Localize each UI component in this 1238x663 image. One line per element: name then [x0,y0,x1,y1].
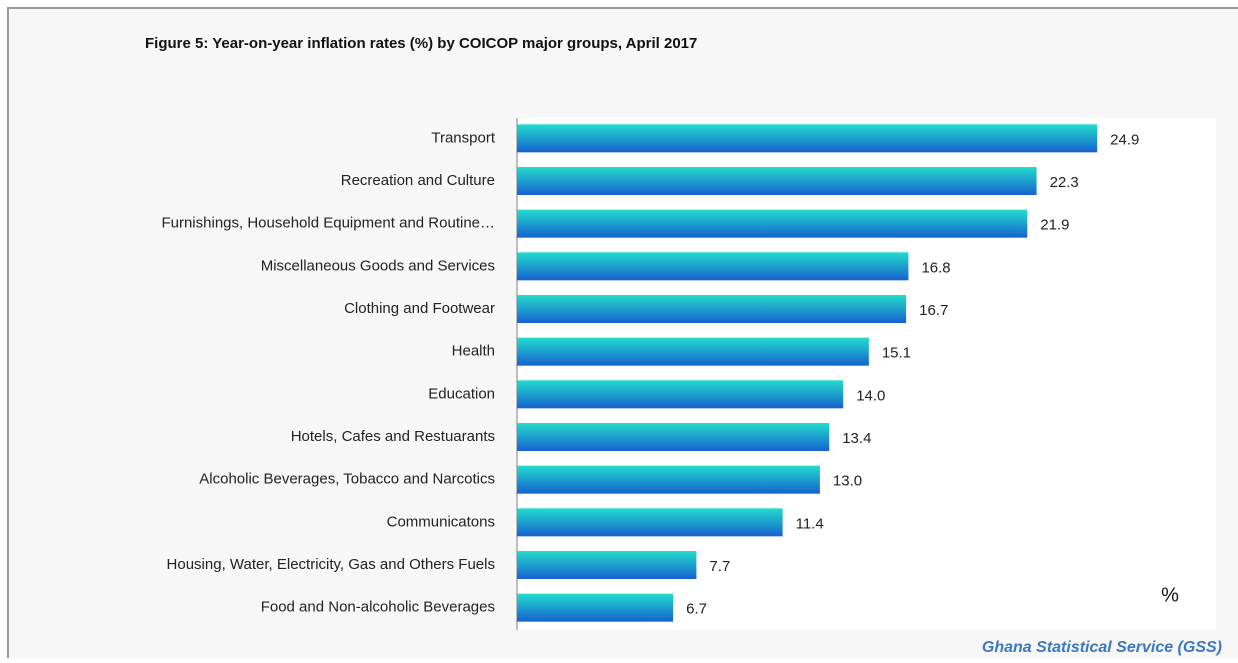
value-label: 13.0 [833,473,862,490]
category-label: Education [428,385,495,402]
value-label: 16.7 [919,302,948,319]
category-label: Furnishings, Household Equipment and Rou… [161,215,495,232]
bar [517,252,909,281]
bar [517,167,1037,195]
plot-area [517,118,1216,630]
category-label: Miscellaneous Goods and Services [261,257,495,274]
bar [517,380,844,409]
value-label: 11.4 [796,515,824,532]
category-label: Housing, Water, Electricity, Gas and Oth… [167,556,495,573]
bar [517,124,1098,153]
value-label: 15.1 [882,345,911,362]
value-label: 14.0 [856,387,885,404]
chart-title: Figure 5: Year-on-year inflation rates (… [145,35,697,52]
category-label: Alcoholic Beverages, Tobacco and Narcoti… [199,471,495,488]
category-label: Food and Non-alcoholic Beverages [261,599,495,616]
bar [517,209,1028,238]
value-label: 13.4 [842,430,871,447]
bar [517,465,820,494]
bar [517,593,674,622]
value-label: 21.9 [1040,217,1069,234]
bar [517,423,830,451]
category-label: Health [452,343,495,360]
value-label: 22.3 [1050,174,1079,191]
bar [517,295,907,323]
bar [517,551,697,579]
category-label: Communicatons [387,513,495,530]
value-label: 24.9 [1110,131,1139,148]
category-label: Transport [431,129,495,146]
value-label: 6.7 [686,601,707,618]
category-label: Hotels, Cafes and Restuarants [291,428,495,445]
bar [517,508,783,537]
unit-label: % [1161,584,1179,606]
category-label: Recreation and Culture [341,172,495,189]
value-label: 16.8 [921,259,950,276]
category-label: Clothing and Footwear [344,300,495,317]
bar [517,337,869,366]
value-label: 7.7 [709,558,730,575]
source: Ghana Statistical Service (GSS) [982,639,1222,656]
